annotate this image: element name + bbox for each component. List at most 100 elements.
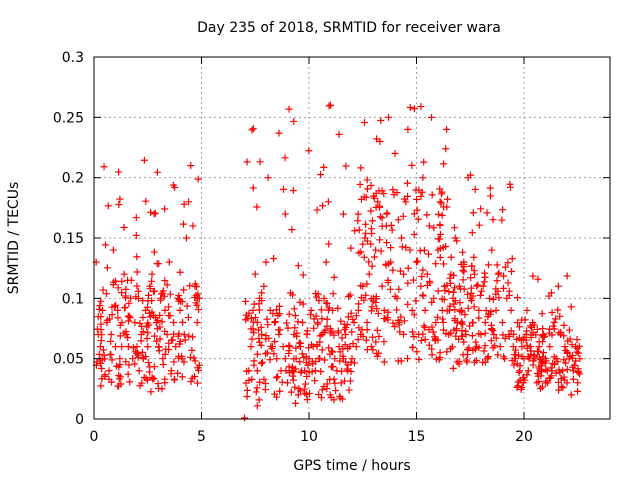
data-point xyxy=(494,270,502,278)
data-point xyxy=(176,297,184,305)
data-point xyxy=(356,180,364,188)
data-point xyxy=(298,367,306,375)
data-point xyxy=(144,343,152,351)
data-point xyxy=(294,391,302,399)
data-point xyxy=(323,380,331,388)
data-point xyxy=(253,203,261,211)
data-point xyxy=(194,290,202,298)
data-point xyxy=(289,291,297,299)
data-point xyxy=(148,270,156,278)
data-point xyxy=(97,313,105,321)
data-point xyxy=(256,378,264,386)
data-point xyxy=(139,328,147,336)
data-point xyxy=(449,288,457,296)
data-point xyxy=(249,318,257,326)
data-point xyxy=(410,210,418,218)
data-point xyxy=(439,318,447,326)
data-point xyxy=(137,337,145,345)
data-point xyxy=(481,342,489,350)
data-point xyxy=(480,347,488,355)
data-point xyxy=(354,210,362,218)
data-point xyxy=(432,355,440,363)
data-point xyxy=(420,322,428,330)
data-point xyxy=(391,292,399,300)
data-point xyxy=(148,297,156,305)
data-point xyxy=(284,324,292,332)
data-point xyxy=(325,102,333,110)
data-point xyxy=(100,163,108,171)
data-point xyxy=(527,347,535,355)
data-point xyxy=(383,239,391,247)
data-point xyxy=(493,277,501,285)
data-point xyxy=(260,375,268,383)
data-point xyxy=(511,355,519,363)
data-point xyxy=(96,356,104,364)
data-point xyxy=(432,260,440,268)
data-point xyxy=(447,253,455,261)
data-point xyxy=(406,246,414,254)
data-point xyxy=(144,303,152,311)
data-point xyxy=(343,365,351,373)
data-point xyxy=(167,336,175,344)
data-point xyxy=(384,308,392,316)
data-point xyxy=(175,330,183,338)
data-point xyxy=(391,323,399,331)
data-point xyxy=(441,287,449,295)
data-point xyxy=(116,355,124,363)
data-point xyxy=(515,368,523,376)
data-point xyxy=(354,306,362,314)
data-point xyxy=(299,318,307,326)
data-point xyxy=(283,319,291,327)
data-point xyxy=(439,315,447,323)
data-point xyxy=(189,222,197,230)
data-point xyxy=(336,357,344,365)
data-point xyxy=(548,331,556,339)
data-point xyxy=(256,158,264,166)
data-point xyxy=(490,331,498,339)
data-point xyxy=(151,332,159,340)
data-point xyxy=(439,243,447,251)
data-point xyxy=(264,321,272,329)
data-point xyxy=(481,329,489,337)
data-point xyxy=(131,360,139,368)
data-point xyxy=(338,367,346,375)
data-point xyxy=(368,303,376,311)
data-point xyxy=(362,193,370,201)
data-point xyxy=(142,197,150,205)
data-point xyxy=(499,318,506,326)
data-point xyxy=(458,308,466,316)
data-point xyxy=(373,352,381,360)
data-point xyxy=(475,306,483,314)
data-point xyxy=(368,230,376,237)
data-point xyxy=(161,350,169,358)
data-point xyxy=(305,147,313,155)
data-point xyxy=(299,271,307,279)
data-point xyxy=(564,337,572,345)
data-point xyxy=(241,414,248,422)
data-point xyxy=(453,237,461,245)
data-point xyxy=(559,384,567,392)
data-point xyxy=(451,284,459,292)
data-point xyxy=(523,371,531,379)
data-point xyxy=(129,355,137,363)
data-point xyxy=(262,380,270,388)
data-point xyxy=(443,125,451,133)
data-point xyxy=(172,343,180,351)
data-point xyxy=(248,375,256,383)
data-point xyxy=(115,375,123,383)
data-point xyxy=(321,356,329,364)
data-point xyxy=(394,216,402,224)
data-point xyxy=(97,297,105,305)
data-point xyxy=(398,243,406,251)
data-point xyxy=(421,306,429,314)
data-point xyxy=(335,130,343,138)
x-axis-label: GPS time / hours xyxy=(293,458,410,474)
data-point xyxy=(561,376,569,384)
data-point xyxy=(396,267,404,275)
data-point xyxy=(346,291,354,299)
data-point xyxy=(274,326,282,334)
data-point xyxy=(303,372,311,380)
data-point xyxy=(514,318,522,326)
data-point xyxy=(275,302,283,310)
data-point xyxy=(354,335,362,343)
